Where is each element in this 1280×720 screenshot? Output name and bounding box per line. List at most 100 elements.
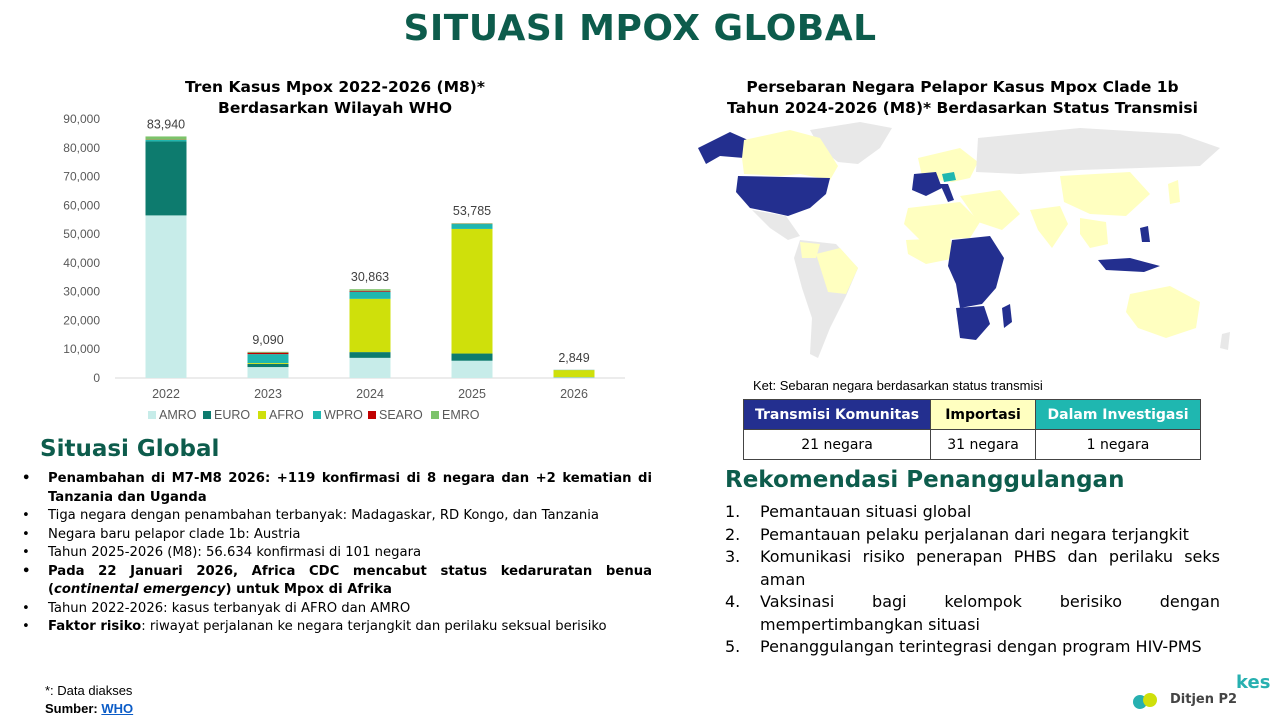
list-text: Komunikasi risiko penerapan PHBS dan per…	[760, 547, 1220, 589]
bar-segment-euro	[145, 141, 187, 216]
map-region-central-east-africa	[948, 236, 1004, 308]
bar-segment-afro	[247, 363, 289, 364]
bar-total-label: 9,090	[252, 333, 283, 347]
bar-segment-amro	[145, 215, 187, 378]
map-region-southern-africa	[956, 306, 990, 340]
bar-segment-searo	[349, 290, 391, 292]
map-region-australia	[1126, 286, 1200, 338]
recommendation-list: 1. Pemantauan situasi global 2. Pemantauan…	[725, 501, 1220, 659]
map-region-brazil	[816, 248, 858, 294]
map-region-central-europe	[942, 172, 956, 182]
map-title-line1: Persebaran Negara Pelapor Kasus Mpox Cla…	[746, 78, 1179, 96]
x-tick-label: 2024	[356, 387, 384, 401]
bar-segment-wpro	[349, 291, 391, 299]
legend-header-investigation: Dalam Investigasi	[1035, 399, 1201, 430]
list-text: Pemantauan pelaku perjalanan dari negara…	[760, 524, 1189, 544]
bar-total-label: 53,785	[453, 204, 491, 218]
bar-segment-euro	[451, 353, 493, 361]
list-item: Penambahan di M7-M8 2026: +119 konfirmas…	[22, 470, 652, 507]
y-tick-label: 0	[93, 371, 100, 385]
bar-segment-emro	[349, 289, 391, 291]
global-item-text: Penambahan di M7-M8 2026: +119 konfirmas…	[48, 471, 652, 505]
legend-swatch-wpro	[313, 411, 321, 419]
page-title: SITUASI MPOX GLOBAL	[403, 8, 877, 49]
list-text: Penanggulangan terintegrasi dengan progr…	[760, 637, 1202, 656]
ditjen-logo-icon	[1133, 693, 1157, 709]
bar-segment-emro	[247, 351, 289, 353]
list-item: Negara baru pelapor clade 1b: Austria	[22, 526, 652, 545]
global-item-text: : riwayat perjalanan ke negara terjangki…	[141, 619, 607, 634]
bar-segment-emro	[145, 136, 187, 140]
bar-segment-afro	[553, 370, 595, 378]
recommendation-heading: Rekomendasi Penanggulangan	[725, 467, 1125, 493]
bar-segment-amro	[349, 357, 391, 378]
global-item-text: Tiga negara dengan penambahan terbanyak:…	[48, 508, 599, 523]
chart-title-line1: Tren Kasus Mpox 2022-2026 (M8)*	[185, 78, 485, 96]
bar-segment-amro	[553, 377, 595, 378]
map-region-usa	[736, 176, 830, 216]
list-item: Tahun 2025-2026 (M8): 56.634 konfirmasi …	[22, 544, 652, 563]
list-item: 5. Penanggulangan terintegrasi dengan pro…	[725, 636, 1220, 659]
bar-segment-searo	[247, 352, 289, 355]
legend-value-investigation: 1 negara	[1035, 429, 1201, 460]
list-number: 3.	[725, 547, 741, 566]
y-tick-label: 60,000	[63, 198, 100, 212]
y-tick-label: 40,000	[63, 256, 100, 270]
map-region-mexico	[752, 210, 800, 240]
y-tick-label: 30,000	[63, 285, 100, 299]
source-label: Sumber:	[45, 701, 98, 716]
legend-label-searo: SEARO	[379, 408, 423, 422]
map-note: Ket: Sebaran negara berdasarkan status t…	[753, 378, 1043, 393]
kes-logo-text: kes	[1236, 672, 1271, 693]
legend-header-community: Transmisi Komunitas	[743, 399, 931, 430]
map-region-japan	[1168, 180, 1180, 204]
bar-segment-wpro	[145, 140, 187, 142]
list-text: Vaksinasi bagi kelompok berisiko dengan …	[760, 592, 1220, 634]
map-region-southeast-asia	[1080, 218, 1108, 248]
map-region-new-zealand	[1220, 332, 1230, 350]
map-region-greenland	[810, 122, 892, 164]
map-region-italy	[940, 184, 954, 202]
map-region-india	[1030, 206, 1068, 248]
legend-label-emro: EMRO	[442, 408, 480, 422]
source-link[interactable]: WHO	[101, 701, 134, 716]
x-tick-label: 2026	[560, 387, 588, 401]
map-title: Persebaran Negara Pelapor Kasus Mpox Cla…	[660, 77, 1265, 119]
map-region-west-africa	[906, 238, 956, 264]
list-text: Pemantauan situasi global	[760, 502, 972, 521]
x-tick-label: 2023	[254, 387, 282, 401]
y-tick-label: 90,000	[63, 112, 100, 126]
y-tick-label: 10,000	[63, 342, 100, 356]
footnote-access: *: Data diakses	[45, 683, 133, 698]
list-number: 5.	[725, 637, 741, 656]
bar-total-label: 30,863	[351, 270, 389, 284]
map-region-russia	[976, 128, 1220, 174]
bar-segment-amro	[247, 367, 289, 378]
y-tick-label: 50,000	[63, 227, 100, 241]
legend-value-imported: 31 negara	[930, 429, 1036, 460]
global-item-text: Tahun 2025-2026 (M8): 56.634 konfirmasi …	[48, 545, 422, 560]
map-region-north-africa	[904, 202, 980, 240]
list-item: Tahun 2022-2026: kasus terbanyak di AFRO…	[22, 600, 652, 619]
bar-segment-euro	[349, 352, 391, 358]
bar-segment-emro	[451, 223, 493, 224]
list-item: Tiga negara dengan penambahan terbanyak:…	[22, 507, 652, 526]
bar-segment-euro	[247, 363, 289, 368]
bar-segment-wpro	[247, 354, 289, 364]
list-item: 4. Vaksinasi bagi kelompok berisiko denga…	[725, 591, 1220, 636]
map-region-middle-east	[960, 190, 1020, 230]
x-tick-label: 2022	[152, 387, 180, 401]
list-item: 1. Pemantauan situasi global	[725, 501, 1220, 524]
list-number: 4.	[725, 592, 741, 611]
x-tick-label: 2025	[458, 387, 486, 401]
map-region-philippines	[1140, 226, 1150, 242]
footer-brand: Ditjen P2	[1170, 692, 1238, 707]
map-region-colombia	[800, 242, 820, 258]
bar-segment-afro	[349, 298, 391, 353]
world-map	[698, 122, 1230, 358]
cases-bar-chart: 0 10,000 20,000 30,000 40,000 50,000 60,000 70,…	[63, 112, 625, 422]
global-heading: Situasi Global	[40, 436, 220, 462]
legend-value-community: 21 negara	[743, 429, 931, 460]
transmission-legend-table: Transmisi Komunitas Importasi Dalam Inve…	[743, 399, 1201, 460]
y-tick-label: 70,000	[63, 170, 100, 184]
